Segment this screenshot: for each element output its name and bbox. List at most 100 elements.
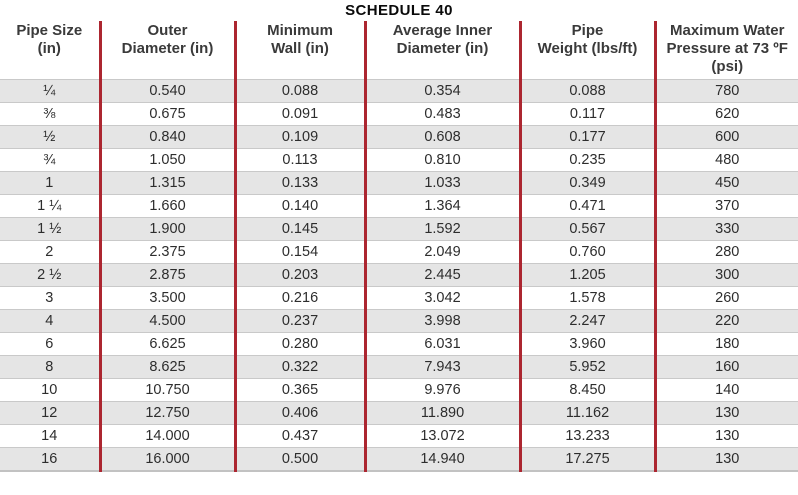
table-cell: 13.233 — [520, 424, 657, 448]
table-cell: 10.750 — [100, 378, 237, 402]
table-cell: 2.247 — [520, 309, 657, 333]
table-cell: 0.406 — [235, 401, 367, 425]
table-cell: 11.890 — [365, 401, 522, 425]
table-cell: 0.354 — [365, 79, 522, 103]
table-cell: 16 — [0, 447, 102, 472]
table-cell: 0.280 — [235, 332, 367, 356]
table-row: 3 3.500 0.216 3.042 1.578 260 — [0, 286, 798, 310]
table-cell: 1 ½ — [0, 217, 102, 241]
table-cell: 0.237 — [235, 309, 367, 333]
table-cell: 12.750 — [100, 401, 237, 425]
table-cell: 1.033 — [365, 171, 522, 195]
table-cell: 2 — [0, 240, 102, 264]
table-cell: 600 — [655, 125, 798, 149]
table-cell: 0.608 — [365, 125, 522, 149]
column-header: Outer Diameter (in) — [100, 21, 237, 80]
table-cell: 0.760 — [520, 240, 657, 264]
table-cell: ¼ — [0, 79, 102, 103]
table-cell: 0.117 — [520, 102, 657, 126]
table-cell: 0.216 — [235, 286, 367, 310]
table-cell: 280 — [655, 240, 798, 264]
table-cell: 12 — [0, 401, 102, 425]
table-cell: 3.998 — [365, 309, 522, 333]
table-header: Pipe Size (in) Outer Diameter (in) Minimum Wa… — [0, 21, 798, 80]
table-cell: 1.578 — [520, 286, 657, 310]
table-row: 12 12.750 0.406 11.890 11.162 130 — [0, 401, 798, 425]
table-cell: 1.592 — [365, 217, 522, 241]
table-cell: 16.000 — [100, 447, 237, 472]
table-cell: 480 — [655, 148, 798, 172]
table-cell: 1.660 — [100, 194, 237, 218]
table-cell: 330 — [655, 217, 798, 241]
table-cell: 0.540 — [100, 79, 237, 103]
table-row: ¼ 0.540 0.088 0.354 0.088 780 — [0, 79, 798, 103]
table-cell: 9.976 — [365, 378, 522, 402]
table-cell: 2.875 — [100, 263, 237, 287]
table-cell: 0.145 — [235, 217, 367, 241]
table-cell: 450 — [655, 171, 798, 195]
schedule-40-table: Pipe Size (in) Outer Diameter (in) Minimum Wa… — [0, 21, 798, 472]
table-cell: 3.042 — [365, 286, 522, 310]
column-header: Maximum Water Pressure at 73 ºF (psi) — [655, 21, 798, 80]
table-cell: 1.364 — [365, 194, 522, 218]
table-cell: 4 — [0, 309, 102, 333]
page-title: SCHEDULE 40 — [345, 2, 453, 19]
table-cell: 300 — [655, 263, 798, 287]
table-cell: 130 — [655, 447, 798, 472]
table-cell: 0.088 — [520, 79, 657, 103]
table-cell: 1 ¼ — [0, 194, 102, 218]
table-cell: 2.049 — [365, 240, 522, 264]
table-cell: 0.088 — [235, 79, 367, 103]
table-cell: 0.471 — [520, 194, 657, 218]
table-cell: 220 — [655, 309, 798, 333]
table-cell: 7.943 — [365, 355, 522, 379]
table-cell: 1.315 — [100, 171, 237, 195]
table-row: 6 6.625 0.280 6.031 3.960 180 — [0, 332, 798, 356]
table-cell: 0.133 — [235, 171, 367, 195]
table-cell: 0.483 — [365, 102, 522, 126]
column-header: Minimum Wall (in) — [235, 21, 367, 80]
table-cell: 0.437 — [235, 424, 367, 448]
table-cell: 3.960 — [520, 332, 657, 356]
table-cell: 6.625 — [100, 332, 237, 356]
column-header: Pipe Size (in) — [0, 21, 102, 80]
table-cell: 0.235 — [520, 148, 657, 172]
table-cell: 8.450 — [520, 378, 657, 402]
table-row: 1 1.315 0.133 1.033 0.349 450 — [0, 171, 798, 195]
table-cell: 6 — [0, 332, 102, 356]
table-cell: 14.000 — [100, 424, 237, 448]
table-cell: 130 — [655, 424, 798, 448]
table-cell: 2.445 — [365, 263, 522, 287]
table-cell: 6.031 — [365, 332, 522, 356]
table-cell: 370 — [655, 194, 798, 218]
table-cell: 0.177 — [520, 125, 657, 149]
table-cell: 0.109 — [235, 125, 367, 149]
table-cell: 2 ½ — [0, 263, 102, 287]
table-cell: 11.162 — [520, 401, 657, 425]
table-row: 2 ½ 2.875 0.203 2.445 1.205 300 — [0, 263, 798, 287]
table-cell: 0.365 — [235, 378, 367, 402]
table-cell: 5.952 — [520, 355, 657, 379]
column-header: Average Inner Diameter (in) — [365, 21, 522, 80]
table-cell: 1.205 — [520, 263, 657, 287]
table-cell: 14 — [0, 424, 102, 448]
table-cell: 1 — [0, 171, 102, 195]
table-cell: 17.275 — [520, 447, 657, 472]
header-row: Pipe Size (in) Outer Diameter (in) Minimum Wa… — [0, 21, 798, 80]
table-cell: 0.091 — [235, 102, 367, 126]
table-row: 1 ½ 1.900 0.145 1.592 0.567 330 — [0, 217, 798, 241]
table-cell: 0.140 — [235, 194, 367, 218]
table-cell: ⅜ — [0, 102, 102, 126]
table-cell: 3 — [0, 286, 102, 310]
table-cell: 14.940 — [365, 447, 522, 472]
table-cell: 1.900 — [100, 217, 237, 241]
table-cell: 0.810 — [365, 148, 522, 172]
table-cell: 0.500 — [235, 447, 367, 472]
table-row: 1 ¼ 1.660 0.140 1.364 0.471 370 — [0, 194, 798, 218]
table-cell: 140 — [655, 378, 798, 402]
table-row: 16 16.000 0.500 14.940 17.275 130 — [0, 447, 798, 472]
table-cell: 180 — [655, 332, 798, 356]
table-cell: 10 — [0, 378, 102, 402]
table-cell: 620 — [655, 102, 798, 126]
table-row: ¾ 1.050 0.113 0.810 0.235 480 — [0, 148, 798, 172]
